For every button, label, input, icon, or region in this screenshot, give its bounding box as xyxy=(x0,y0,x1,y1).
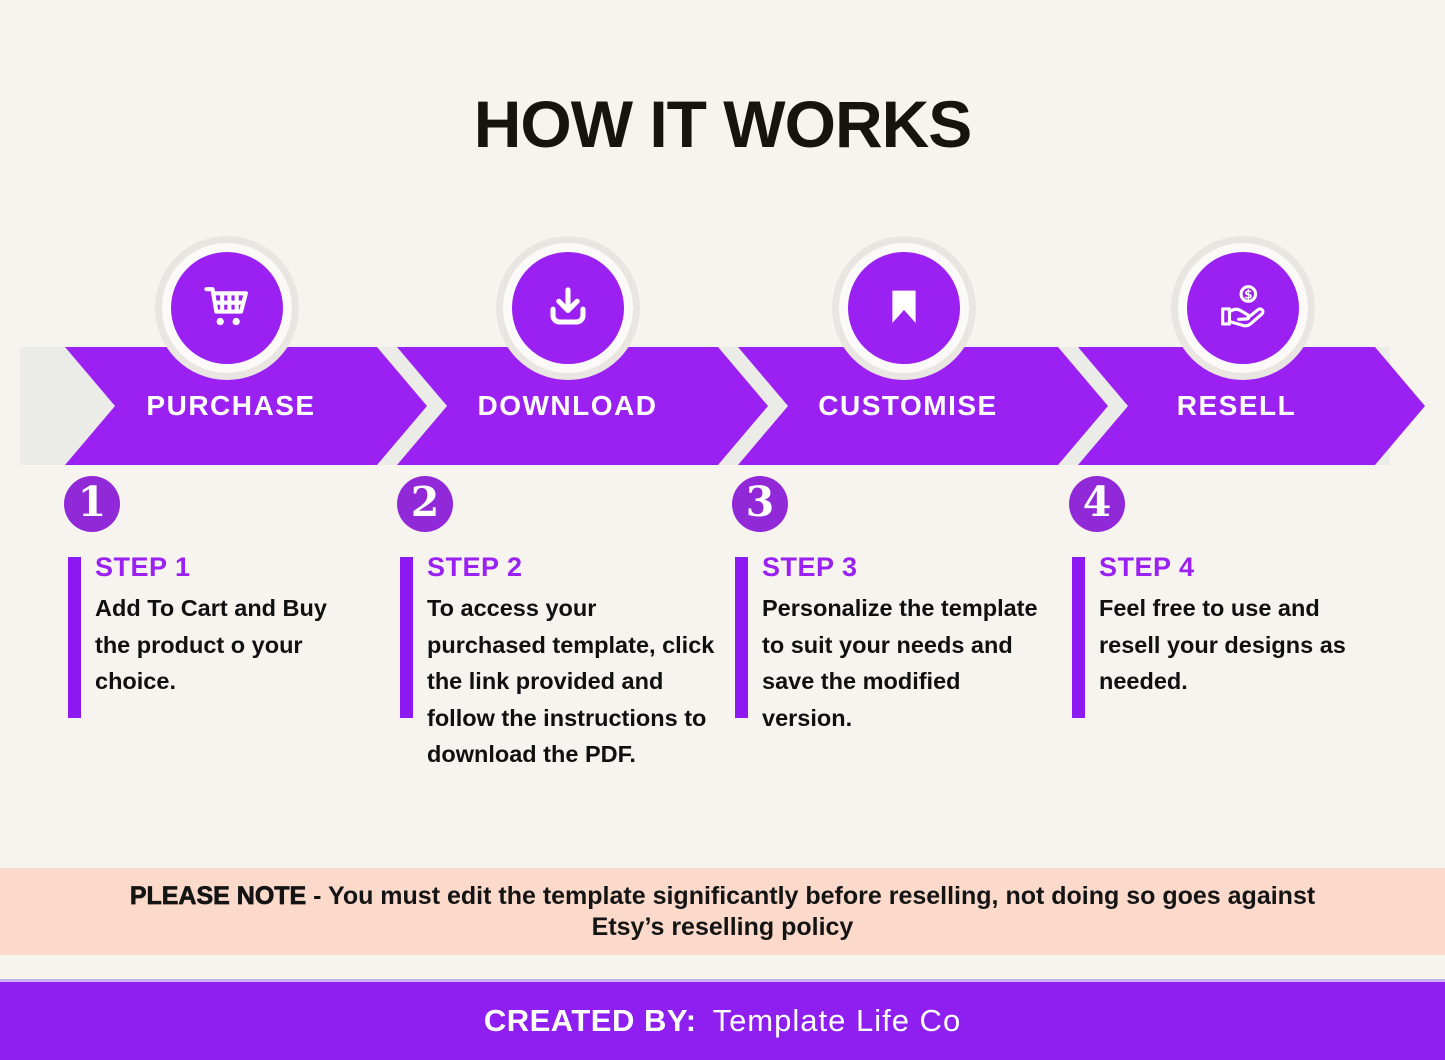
note-lead: PLEASE NOTE xyxy=(129,881,307,910)
step-heading-1: STEP 1 xyxy=(95,552,191,582)
customise-icon-circle xyxy=(839,243,969,373)
footer-brand-name: Template Life Co xyxy=(712,1003,962,1038)
resell-icon-circle: $ xyxy=(1178,243,1308,373)
arrow-label-resell: RESELL xyxy=(1176,390,1297,421)
footer-label: CREATED BY: xyxy=(483,1003,697,1038)
step-number-badge-3: 3 xyxy=(732,476,788,532)
step-number-badge-4: 4 xyxy=(1069,476,1125,532)
step-block-3: STEP 3 Personalize the template to suit … xyxy=(735,552,1040,736)
arrow-label-customise: CUSTOMISE xyxy=(818,390,998,421)
step-number-4: 4 xyxy=(1082,478,1112,526)
note-text: PLEASE NOTE - You must edit the template… xyxy=(113,881,1333,943)
step-heading-4: STEP 4 xyxy=(1099,552,1195,582)
step-body-1: Add To Cart and Buy the product o your c… xyxy=(95,595,327,694)
step-number-badge-2: 2 xyxy=(397,476,453,532)
step-block-1: STEP 1 Add To Cart and Buy the product o… xyxy=(68,552,368,718)
note-banner: PLEASE NOTE - You must edit the template… xyxy=(0,868,1445,955)
step-accent-bar xyxy=(68,557,81,718)
arrow-segment-resell: RESELL xyxy=(1078,347,1425,465)
hand-coin-icon: $ xyxy=(1214,279,1272,337)
note-body: You must edit the template significantly… xyxy=(328,881,1316,941)
step-body-2: To access your purchased template, click… xyxy=(427,595,715,767)
step-number-badge-1: 1 xyxy=(64,476,120,532)
download-icon xyxy=(539,279,597,337)
bookmark-icon xyxy=(875,279,933,337)
step-block-2: STEP 2 To access your purchased template… xyxy=(400,552,720,773)
note-separator: - xyxy=(306,881,328,910)
footer-divider xyxy=(0,979,1445,982)
step-accent-bar xyxy=(1072,557,1085,718)
page-title: HOW IT WORKS xyxy=(473,87,973,161)
step-block-4: STEP 4 Feel free to use and resell your … xyxy=(1072,552,1367,718)
cart-icon xyxy=(198,279,256,337)
step-number-2: 2 xyxy=(410,478,440,526)
step-number-3: 3 xyxy=(745,478,775,526)
arrow-label-purchase: PURCHASE xyxy=(146,390,316,421)
step-accent-bar xyxy=(400,557,413,718)
step-body-3: Personalize the template to suit your ne… xyxy=(762,595,1038,731)
step-accent-bar xyxy=(735,557,748,718)
step-heading-3: STEP 3 xyxy=(762,552,858,582)
svg-text:$: $ xyxy=(1244,287,1252,301)
step-number-1: 1 xyxy=(77,478,107,526)
footer-banner: CREATED BY: Template Life Co xyxy=(0,982,1445,1060)
step-body-4: Feel free to use and resell your designs… xyxy=(1099,595,1346,694)
download-icon-circle xyxy=(503,243,633,373)
purchase-icon-circle xyxy=(162,243,292,373)
step-heading-2: STEP 2 xyxy=(427,552,523,582)
arrow-label-download: DOWNLOAD xyxy=(477,390,658,421)
